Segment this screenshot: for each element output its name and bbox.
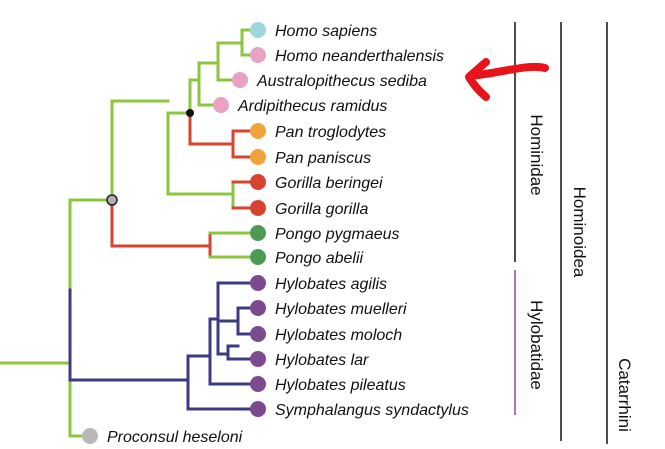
- species-dot: [250, 225, 266, 241]
- species-dot: [250, 300, 266, 316]
- species-label: Australopithecus sediba: [256, 73, 427, 90]
- species-dot: [250, 174, 266, 190]
- node-marker-great-apes: [106, 194, 118, 206]
- species-label: Pongo abelii: [275, 250, 364, 267]
- species-dot: [250, 149, 266, 165]
- species-dot: [82, 428, 98, 444]
- species-dot: [213, 97, 229, 113]
- hominoidea-label: Hominoidea: [570, 187, 589, 278]
- species-label: Gorilla gorilla: [275, 201, 368, 218]
- node-marker-hominins: [186, 109, 194, 117]
- species-dot: [232, 72, 248, 88]
- hominidae-label: Hominidae: [527, 114, 546, 195]
- species-label: Pongo pygmaeus: [275, 226, 400, 243]
- species-dot: [250, 401, 266, 417]
- species-dot: [250, 249, 266, 265]
- species-label: Ardipithecus ramidus: [237, 98, 387, 115]
- species-label: Homo neanderthalensis: [275, 48, 444, 65]
- species-label: Proconsul heseloni: [107, 429, 243, 446]
- tree-branches: [0, 28, 260, 438]
- species-dot: [250, 275, 266, 291]
- species-label: Pan troglodytes: [275, 124, 386, 141]
- species-label: Hylobates lar: [275, 352, 369, 369]
- species-dot: [250, 200, 266, 216]
- hylobatidae-label: Hylobatidae: [527, 300, 546, 390]
- red-arrow-icon: [465, 58, 549, 101]
- species-dot: [250, 351, 266, 367]
- species-label: Pan paniscus: [275, 150, 371, 167]
- species-dot: [250, 22, 266, 38]
- species-dot: [250, 47, 266, 63]
- species-label: Hylobates agilis: [275, 276, 387, 293]
- species-label: Hylobates moloch: [275, 327, 402, 344]
- catarrhini-label: Catarrhini: [615, 358, 634, 432]
- species-label: Hylobates muelleri: [275, 301, 407, 318]
- species-dot: [250, 123, 266, 139]
- species-dot: [250, 326, 266, 342]
- tree-tips: Homo sapiens Homo neanderthalensis Austral…: [82, 22, 469, 446]
- species-label: Homo sapiens: [275, 23, 377, 40]
- tree-nodes: [106, 109, 194, 206]
- species-dot: [250, 376, 266, 392]
- species-label: Gorilla beringei: [275, 175, 383, 192]
- species-label: Hylobates pileatus: [275, 377, 406, 394]
- species-label: Symphalangus syndactylus: [275, 402, 469, 419]
